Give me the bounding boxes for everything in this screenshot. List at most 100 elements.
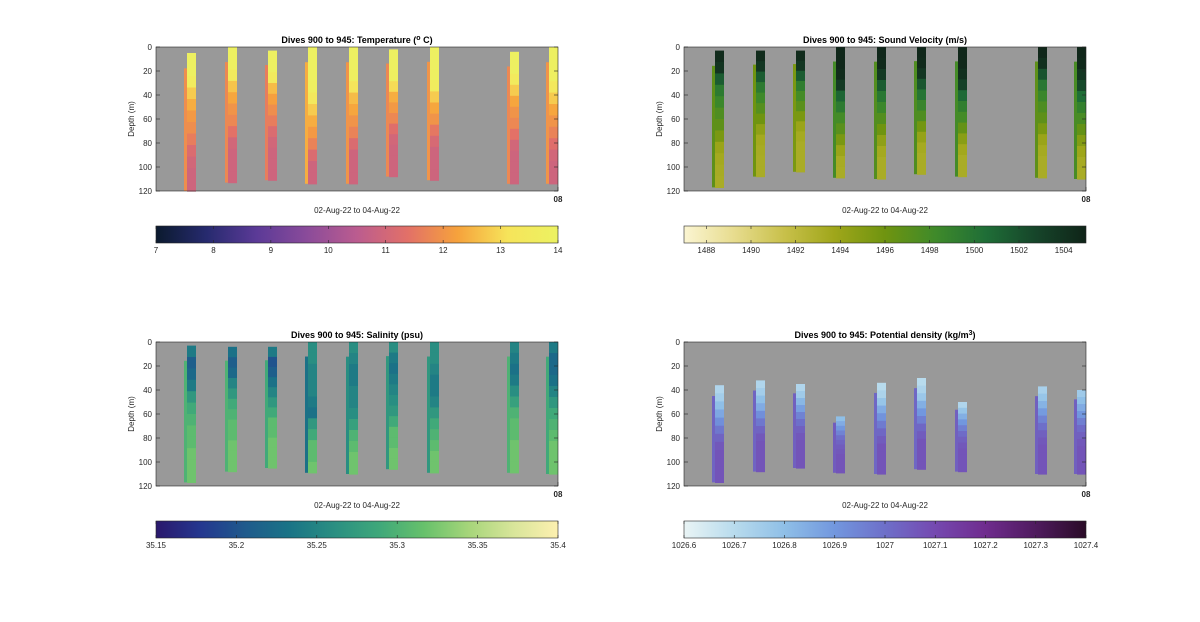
profile-cell <box>958 79 967 91</box>
profile-cell <box>1038 401 1047 409</box>
profile-cell <box>510 95 519 108</box>
profile-cell <box>268 346 277 358</box>
profile-cell <box>308 149 317 162</box>
profile-cell <box>308 92 317 105</box>
profile-cell <box>228 461 237 473</box>
y-tick-label: 80 <box>143 139 152 148</box>
profile-edge <box>546 62 549 184</box>
colorbar-tick-label: 10 <box>324 246 333 255</box>
profile-cell <box>510 73 519 86</box>
profile-cell <box>430 124 439 137</box>
profile-cell <box>1077 446 1086 454</box>
profile-dive-904 <box>225 47 237 184</box>
x-tick-label: 08 <box>554 195 563 204</box>
profile-cell <box>510 84 519 97</box>
profile-cell <box>958 155 967 167</box>
profile-edge <box>753 390 756 472</box>
profile-cell <box>756 426 765 435</box>
colorbar-tick-label: 35.4 <box>550 541 566 550</box>
profile-cell <box>228 137 237 150</box>
profile-dive-920 <box>386 49 398 178</box>
profile-dive-924 <box>955 47 967 178</box>
colorbar-tick-label: 1494 <box>831 246 849 255</box>
y-tick-label: 60 <box>671 115 680 124</box>
profile-cell <box>877 157 886 169</box>
profile-cell <box>187 110 196 123</box>
profile-cell <box>549 47 558 59</box>
x-tick-label: 08 <box>1082 490 1091 499</box>
profile-cell <box>796 141 805 153</box>
profile-dive-900 <box>712 50 724 188</box>
profile-cell <box>917 131 926 143</box>
profile-cell <box>958 402 967 409</box>
profile-cell <box>756 410 765 419</box>
profile-cell <box>308 161 317 173</box>
profile-edge <box>1035 61 1038 178</box>
y-tick-label: 20 <box>671 362 680 371</box>
profile-edge <box>305 62 308 184</box>
profile-cell <box>268 367 277 378</box>
profile-cell <box>389 166 398 178</box>
profile-cell <box>389 49 398 61</box>
profile-cell <box>796 70 805 82</box>
profile-cell <box>510 385 519 398</box>
colorbar-tick-label: 1490 <box>742 246 760 255</box>
profile-cell <box>917 416 926 425</box>
profile-cell <box>228 114 237 127</box>
profile-edge <box>874 392 877 474</box>
x-axis-label: 02-Aug-22 to 04-Aug-22 <box>314 501 400 510</box>
profile-cell <box>1077 404 1086 412</box>
profile-cell <box>228 378 237 389</box>
profile-dive-912 <box>305 47 317 185</box>
profile-cell <box>836 416 845 422</box>
profile-cell <box>958 460 967 467</box>
profile-cell <box>796 50 805 62</box>
profile-cell <box>1077 397 1086 405</box>
profile-dive-908 <box>265 50 277 181</box>
profile-cell <box>1077 146 1086 158</box>
profile-cell <box>877 124 886 136</box>
profile-cell <box>349 149 358 162</box>
profile-cell <box>268 158 277 170</box>
profile-cell <box>796 131 805 143</box>
profile-cell <box>756 166 765 178</box>
profile-cell <box>187 414 196 426</box>
profile-cell <box>715 385 724 394</box>
profile-cell <box>268 115 277 127</box>
profile-cell <box>1038 437 1047 446</box>
profile-cell <box>228 357 237 369</box>
profile-cell <box>308 58 317 71</box>
profile-cell <box>510 407 519 419</box>
profile-cell <box>715 466 724 475</box>
profile-cell <box>268 137 277 149</box>
profile-dive-945 <box>546 47 558 185</box>
profile-cell <box>1038 466 1047 475</box>
profile-cell <box>796 405 805 413</box>
profile-cell <box>187 459 196 472</box>
y-tick-label: 100 <box>667 163 681 172</box>
profile-cell <box>877 428 886 437</box>
y-tick-label: 40 <box>671 91 680 100</box>
profile-cell <box>268 437 277 449</box>
profile-cell <box>1038 430 1047 439</box>
colorbar-tick-label: 35.3 <box>389 541 405 550</box>
profile-cell <box>958 436 967 444</box>
profile-cell <box>877 168 886 180</box>
profile-cell <box>268 427 277 439</box>
profile-cell <box>756 380 765 389</box>
profile-cell <box>796 161 805 173</box>
profile-cell <box>917 438 926 447</box>
profile-cell <box>349 353 358 365</box>
profile-cell <box>510 429 519 441</box>
profile-cell <box>715 164 724 177</box>
profile-cell <box>715 417 724 427</box>
colorbar-tick-label: 12 <box>439 246 448 255</box>
chart-title: Dives 900 to 945: Temperature (o C) <box>281 35 432 46</box>
profile-cell <box>836 166 845 179</box>
profile-cell <box>836 439 845 446</box>
profile-cell <box>349 408 358 420</box>
profile-cell <box>268 397 277 408</box>
profile-cell <box>510 161 519 174</box>
profile-cell <box>715 96 724 109</box>
